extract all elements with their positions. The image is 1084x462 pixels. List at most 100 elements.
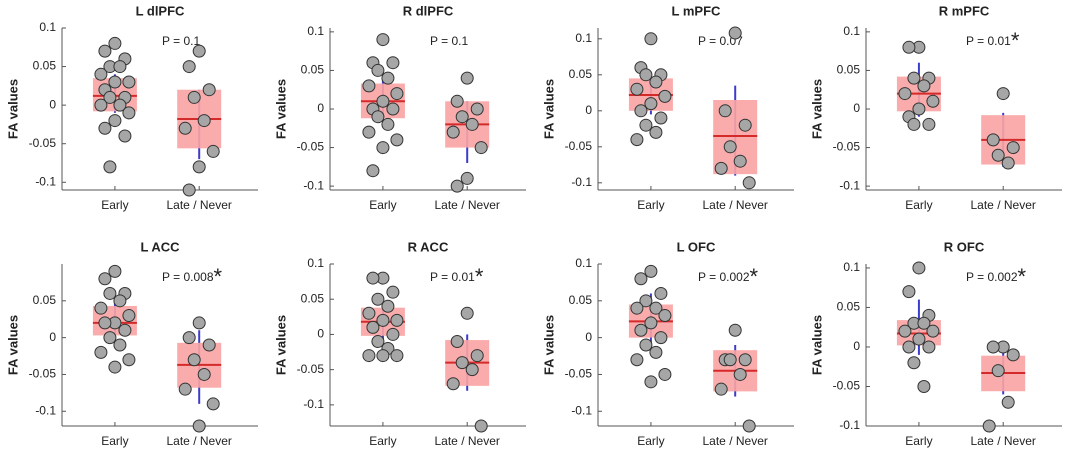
panel-title: R dlPFC (403, 3, 454, 18)
data-point (376, 313, 390, 327)
significance-marker: * (1011, 28, 1020, 53)
data-point (450, 334, 464, 348)
y-tick-label: 0 (853, 101, 860, 115)
data-point (202, 83, 216, 97)
y-tick-label: 0.1 (307, 256, 324, 270)
data-point (371, 292, 385, 306)
y-axis-label: FA values (809, 315, 824, 375)
data-point (465, 363, 479, 377)
y-tick-label: 0.1 (843, 24, 860, 38)
x-tick-label: Late / Never (971, 198, 1036, 212)
data-point (362, 125, 376, 139)
data-point (1006, 348, 1020, 362)
data-point (390, 87, 404, 101)
data-point (455, 110, 469, 124)
data-point (446, 125, 460, 139)
y-tick-label: -0.05 (29, 136, 57, 150)
significance-marker: * (750, 264, 759, 289)
x-tick-label: Early (101, 198, 128, 212)
data-point (986, 133, 1000, 147)
data-point (742, 419, 756, 433)
data-point (390, 133, 404, 147)
panel: R mPFC FA values 0.1 0.05 0 -0.05 -0.1 P = 0.01… (809, 3, 1062, 212)
y-tick-label: 0.1 (843, 260, 860, 274)
y-axis-label: FA values (541, 79, 556, 139)
data-point (639, 68, 653, 82)
data-point (639, 338, 653, 352)
y-tick-label: 0.05 (301, 63, 325, 77)
data-point (182, 60, 196, 74)
data-point (723, 353, 737, 367)
y-axis-label: FA values (809, 79, 824, 139)
data-point (192, 44, 206, 58)
y-tick-label: 0.05 (301, 291, 325, 305)
data-point (630, 133, 644, 147)
data-point (639, 294, 653, 308)
data-point (122, 353, 136, 367)
y-tick-label: 0 (585, 330, 592, 344)
data-point (455, 356, 469, 370)
data-point (108, 264, 122, 278)
y-tick-label: -0.1 (839, 418, 860, 432)
y-tick-label: 0.1 (575, 256, 592, 270)
data-point (366, 320, 380, 334)
data-point (381, 299, 395, 313)
data-point (94, 67, 108, 81)
data-point (113, 294, 127, 308)
data-point (108, 360, 122, 374)
y-tick-label: -0.1 (571, 175, 592, 189)
y-tick-label: 0.05 (33, 59, 57, 73)
y-tick-label: 0.1 (39, 20, 56, 34)
x-tick-label: Early (369, 434, 396, 448)
data-point (103, 331, 117, 345)
data-point (182, 331, 196, 345)
data-point (113, 98, 127, 112)
y-tick-label: -0.05 (297, 362, 325, 376)
data-point (714, 382, 728, 396)
data-point (714, 161, 728, 175)
data-point (658, 89, 672, 103)
data-point (926, 94, 940, 108)
panel: L OFC FA values 0.1 0.05 0 -0.05 -0.1 P = 0.002… (541, 239, 794, 448)
y-tick-label: 0.05 (837, 300, 861, 314)
data-point (94, 345, 108, 359)
data-point (644, 375, 658, 389)
panel: R dlPFC FA values 0.1 0.05 0 -0.05 -0.1 P = 0.1… (273, 3, 526, 212)
data-point (922, 340, 936, 354)
data-point (206, 144, 220, 158)
y-tick-label: -0.05 (565, 139, 593, 153)
panel: L dlPFC FA values 0.1 0.05 0 -0.05 -0.1 P = 0.1… (5, 3, 258, 212)
data-point (376, 349, 390, 363)
data-point (644, 32, 658, 46)
data-point (371, 110, 385, 124)
y-axis-label: FA values (5, 315, 20, 375)
data-point (630, 301, 644, 315)
data-point (907, 356, 921, 370)
data-point (474, 419, 488, 433)
panel-title: L OFC (677, 239, 716, 254)
data-point (907, 117, 921, 131)
data-point (639, 118, 653, 132)
data-point (728, 26, 742, 40)
y-tick-label: 0.05 (33, 293, 57, 307)
data-point (733, 154, 747, 168)
data-point (917, 379, 931, 393)
data-point (98, 44, 112, 58)
y-tick-label: -0.05 (297, 140, 325, 154)
data-point (386, 102, 400, 116)
data-point (991, 364, 1005, 378)
data-point (460, 306, 474, 320)
data-point (996, 87, 1010, 101)
panel: L ACC FA values 0.05 0 -0.05 -0.1 P = 0.008 * Ea… (5, 239, 258, 448)
data-point (376, 141, 390, 155)
data-point (902, 340, 916, 354)
x-tick-label: Early (637, 198, 664, 212)
data-point (1001, 395, 1015, 409)
data-point (644, 316, 658, 330)
data-point (178, 121, 192, 135)
data-point (118, 129, 132, 143)
data-point (386, 56, 400, 70)
data-point (728, 323, 742, 337)
y-tick-label: 0.05 (837, 63, 861, 77)
